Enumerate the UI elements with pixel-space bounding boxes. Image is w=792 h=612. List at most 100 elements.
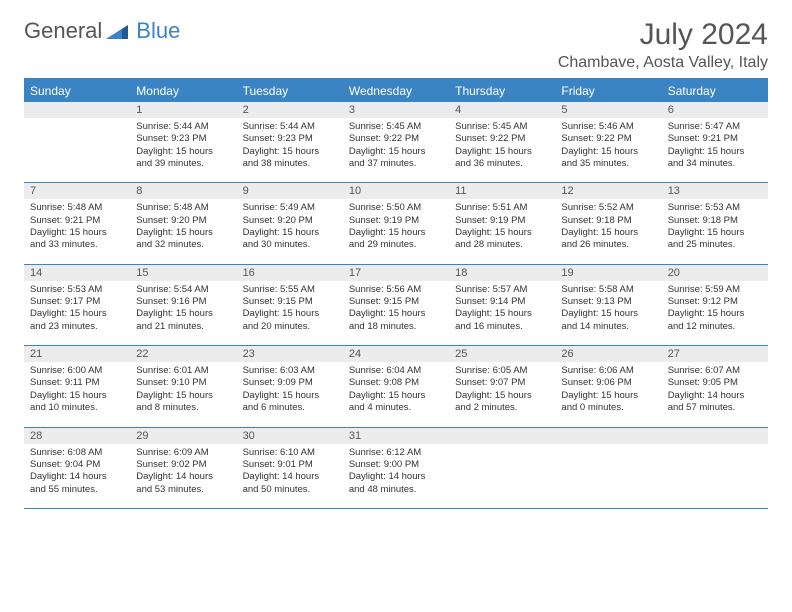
col-tuesday: Tuesday [237,80,343,102]
day-number: 14 [24,265,130,281]
calendar-cell: 16Sunrise: 5:55 AMSunset: 9:15 PMDayligh… [237,264,343,345]
calendar-cell: 8Sunrise: 5:48 AMSunset: 9:20 PMDaylight… [130,183,236,264]
day-body: Sunrise: 5:59 AMSunset: 9:12 PMDaylight:… [662,281,768,345]
calendar-row: 28Sunrise: 6:08 AMSunset: 9:04 PMDayligh… [24,427,768,508]
day-body: Sunrise: 6:04 AMSunset: 9:08 PMDaylight:… [343,362,449,426]
calendar-row: 21Sunrise: 6:00 AMSunset: 9:11 PMDayligh… [24,346,768,427]
day-number: 25 [449,346,555,362]
day-number: 3 [343,102,449,118]
day-body: Sunrise: 5:45 AMSunset: 9:22 PMDaylight:… [343,118,449,182]
location-text: Chambave, Aosta Valley, Italy [558,54,768,72]
calendar-table: Sunday Monday Tuesday Wednesday Thursday… [24,80,768,509]
calendar-cell [662,427,768,508]
calendar-cell: 15Sunrise: 5:54 AMSunset: 9:16 PMDayligh… [130,264,236,345]
day-body: Sunrise: 6:01 AMSunset: 9:10 PMDaylight:… [130,362,236,426]
calendar-row: 1Sunrise: 5:44 AMSunset: 9:23 PMDaylight… [24,102,768,183]
calendar-cell: 5Sunrise: 5:46 AMSunset: 9:22 PMDaylight… [555,102,661,183]
calendar-cell: 17Sunrise: 5:56 AMSunset: 9:15 PMDayligh… [343,264,449,345]
calendar-cell: 22Sunrise: 6:01 AMSunset: 9:10 PMDayligh… [130,346,236,427]
day-number: 19 [555,265,661,281]
col-thursday: Thursday [449,80,555,102]
day-number: 30 [237,428,343,444]
day-body: Sunrise: 5:55 AMSunset: 9:15 PMDaylight:… [237,281,343,345]
calendar-row: 14Sunrise: 5:53 AMSunset: 9:17 PMDayligh… [24,264,768,345]
day-body: Sunrise: 5:44 AMSunset: 9:23 PMDaylight:… [130,118,236,182]
day-body [24,118,130,172]
calendar-cell: 12Sunrise: 5:52 AMSunset: 9:18 PMDayligh… [555,183,661,264]
day-number: 4 [449,102,555,118]
calendar-cell: 6Sunrise: 5:47 AMSunset: 9:21 PMDaylight… [662,102,768,183]
day-number: 10 [343,183,449,199]
calendar-cell: 11Sunrise: 5:51 AMSunset: 9:19 PMDayligh… [449,183,555,264]
day-body: Sunrise: 5:46 AMSunset: 9:22 PMDaylight:… [555,118,661,182]
day-body: Sunrise: 5:57 AMSunset: 9:14 PMDaylight:… [449,281,555,345]
day-body: Sunrise: 5:45 AMSunset: 9:22 PMDaylight:… [449,118,555,182]
day-body: Sunrise: 6:08 AMSunset: 9:04 PMDaylight:… [24,444,130,508]
day-body [555,444,661,498]
calendar-cell: 27Sunrise: 6:07 AMSunset: 9:05 PMDayligh… [662,346,768,427]
day-body: Sunrise: 6:09 AMSunset: 9:02 PMDaylight:… [130,444,236,508]
day-body: Sunrise: 5:53 AMSunset: 9:17 PMDaylight:… [24,281,130,345]
logo-triangle-icon [106,23,128,39]
day-body: Sunrise: 5:48 AMSunset: 9:20 PMDaylight:… [130,199,236,263]
day-number: 11 [449,183,555,199]
col-sunday: Sunday [24,80,130,102]
day-body [662,444,768,498]
calendar-cell [449,427,555,508]
col-saturday: Saturday [662,80,768,102]
calendar-cell: 25Sunrise: 6:05 AMSunset: 9:07 PMDayligh… [449,346,555,427]
day-body: Sunrise: 5:50 AMSunset: 9:19 PMDaylight:… [343,199,449,263]
col-friday: Friday [555,80,661,102]
day-number: 12 [555,183,661,199]
day-number [662,428,768,444]
day-number: 16 [237,265,343,281]
calendar-cell: 24Sunrise: 6:04 AMSunset: 9:08 PMDayligh… [343,346,449,427]
calendar-cell: 4Sunrise: 5:45 AMSunset: 9:22 PMDaylight… [449,102,555,183]
calendar-body: 1Sunrise: 5:44 AMSunset: 9:23 PMDaylight… [24,102,768,508]
topbar: General Blue July 2024 Chambave, Aosta V… [24,18,768,72]
calendar-cell: 13Sunrise: 5:53 AMSunset: 9:18 PMDayligh… [662,183,768,264]
day-body: Sunrise: 5:47 AMSunset: 9:21 PMDaylight:… [662,118,768,182]
logo-text-general: General [24,18,102,44]
day-body: Sunrise: 5:48 AMSunset: 9:21 PMDaylight:… [24,199,130,263]
calendar-cell [555,427,661,508]
day-number: 28 [24,428,130,444]
day-number: 15 [130,265,236,281]
day-number: 24 [343,346,449,362]
calendar-cell: 18Sunrise: 5:57 AMSunset: 9:14 PMDayligh… [449,264,555,345]
day-body: Sunrise: 5:44 AMSunset: 9:23 PMDaylight:… [237,118,343,182]
day-number: 23 [237,346,343,362]
day-number: 5 [555,102,661,118]
day-number: 2 [237,102,343,118]
day-number: 26 [555,346,661,362]
day-body: Sunrise: 5:56 AMSunset: 9:15 PMDaylight:… [343,281,449,345]
day-body: Sunrise: 6:05 AMSunset: 9:07 PMDaylight:… [449,362,555,426]
calendar-cell: 14Sunrise: 5:53 AMSunset: 9:17 PMDayligh… [24,264,130,345]
calendar-cell: 3Sunrise: 5:45 AMSunset: 9:22 PMDaylight… [343,102,449,183]
day-number: 9 [237,183,343,199]
calendar-cell: 1Sunrise: 5:44 AMSunset: 9:23 PMDaylight… [130,102,236,183]
day-body: Sunrise: 6:03 AMSunset: 9:09 PMDaylight:… [237,362,343,426]
calendar-cell: 29Sunrise: 6:09 AMSunset: 9:02 PMDayligh… [130,427,236,508]
calendar-cell: 30Sunrise: 6:10 AMSunset: 9:01 PMDayligh… [237,427,343,508]
calendar-cell: 9Sunrise: 5:49 AMSunset: 9:20 PMDaylight… [237,183,343,264]
day-number: 18 [449,265,555,281]
day-number: 7 [24,183,130,199]
col-monday: Monday [130,80,236,102]
calendar-cell: 20Sunrise: 5:59 AMSunset: 9:12 PMDayligh… [662,264,768,345]
day-body: Sunrise: 5:58 AMSunset: 9:13 PMDaylight:… [555,281,661,345]
col-wednesday: Wednesday [343,80,449,102]
day-number [449,428,555,444]
calendar-cell: 31Sunrise: 6:12 AMSunset: 9:00 PMDayligh… [343,427,449,508]
day-number: 20 [662,265,768,281]
calendar-cell: 10Sunrise: 5:50 AMSunset: 9:19 PMDayligh… [343,183,449,264]
day-body [449,444,555,498]
day-number [555,428,661,444]
calendar-cell: 2Sunrise: 5:44 AMSunset: 9:23 PMDaylight… [237,102,343,183]
calendar-cell: 21Sunrise: 6:00 AMSunset: 9:11 PMDayligh… [24,346,130,427]
day-number: 31 [343,428,449,444]
day-body: Sunrise: 6:10 AMSunset: 9:01 PMDaylight:… [237,444,343,508]
day-number [24,102,130,118]
day-body: Sunrise: 6:12 AMSunset: 9:00 PMDaylight:… [343,444,449,508]
day-number: 17 [343,265,449,281]
